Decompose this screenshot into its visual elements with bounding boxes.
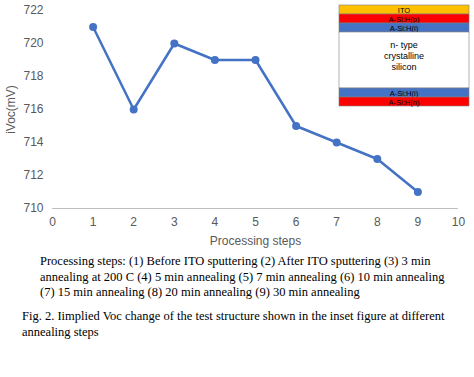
svg-text:710: 710 (23, 201, 43, 215)
svg-text:720: 720 (23, 36, 43, 50)
svg-text:A-Si:H(i): A-Si:H(i) (390, 89, 419, 98)
svg-text:8: 8 (374, 215, 381, 229)
svg-text:iVoc(mV): iVoc(mV) (4, 85, 18, 134)
svg-text:4: 4 (212, 215, 219, 229)
html-text:Fig. 2. Iimplied Voc change of: Fig. 2. Iimplied Voc change of the test … (22, 308, 445, 339)
svg-text:3: 3 (171, 215, 178, 229)
svg-text:silicon: silicon (391, 62, 416, 72)
svg-text:n- type: n- type (390, 40, 418, 50)
svg-text:7: 7 (333, 215, 340, 229)
svg-text:Processing steps: Processing steps (210, 234, 301, 248)
svg-text:712: 712 (23, 168, 43, 182)
svg-text:ITO: ITO (398, 6, 411, 15)
svg-text:0: 0 (49, 215, 56, 229)
svg-text:2: 2 (130, 215, 137, 229)
svg-text:A-Si:H(i): A-Si:H(i) (390, 24, 419, 33)
svg-text:A-Si:H(p): A-Si:H(p) (389, 15, 420, 24)
svg-text:714: 714 (23, 135, 43, 149)
svg-text:crystalline: crystalline (384, 51, 424, 61)
svg-text:6: 6 (293, 215, 300, 229)
svg-text:10: 10 (452, 215, 466, 229)
html-text:Processing steps: (1) Before I: Processing steps: (1) Before ITO sputter… (40, 254, 445, 300)
svg-text:A-Si:H(n): A-Si:H(n) (389, 98, 420, 107)
svg-text:722: 722 (23, 3, 43, 17)
svg-text:5: 5 (252, 215, 259, 229)
svg-text:1: 1 (90, 215, 97, 229)
svg-text:718: 718 (23, 69, 43, 83)
svg-text:716: 716 (23, 102, 43, 116)
svg-text:9: 9 (415, 215, 422, 229)
